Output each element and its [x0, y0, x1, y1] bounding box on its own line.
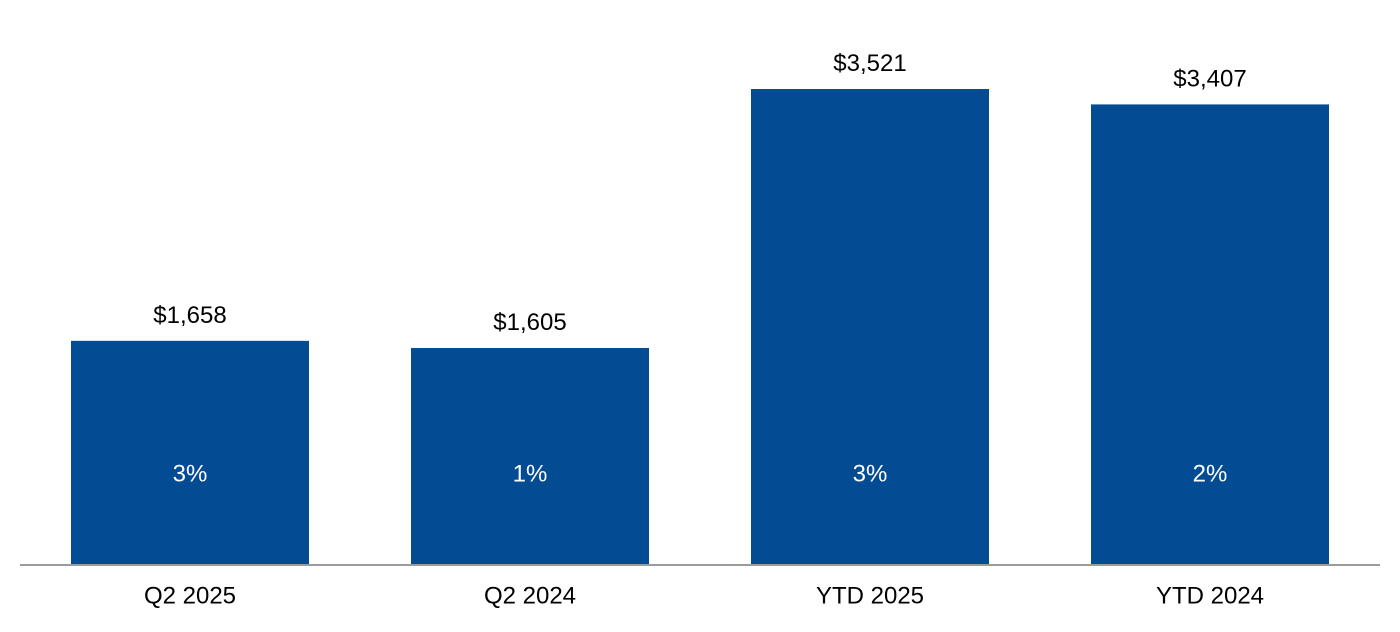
bar-value-label: $3,521: [833, 50, 906, 77]
bar-percent-label: 2%: [1193, 460, 1228, 487]
labels-layer: $1,658 3% Q2 2025 $1,605 1% Q2 2024 $3,521 3% YT…: [144, 50, 1264, 609]
bars-layer: [71, 89, 1329, 565]
bar-2: [751, 89, 989, 565]
x-tick-label: Q2 2025: [144, 582, 236, 609]
bar-3: [1091, 104, 1329, 565]
x-tick-label: Q2 2024: [484, 582, 576, 609]
bar-percent-label: 3%: [853, 460, 888, 487]
bar-value-label: $1,658: [153, 302, 226, 329]
bar-0: [71, 340, 309, 565]
bar-1: [411, 348, 649, 565]
x-tick-label: YTD 2025: [816, 582, 924, 609]
x-tick-label: YTD 2024: [1156, 582, 1264, 609]
bar-value-label: $3,407: [1173, 65, 1246, 92]
bar-value-label: $1,605: [493, 309, 566, 336]
bar-percent-label: 3%: [173, 460, 208, 487]
bar-percent-label: 1%: [513, 460, 548, 487]
